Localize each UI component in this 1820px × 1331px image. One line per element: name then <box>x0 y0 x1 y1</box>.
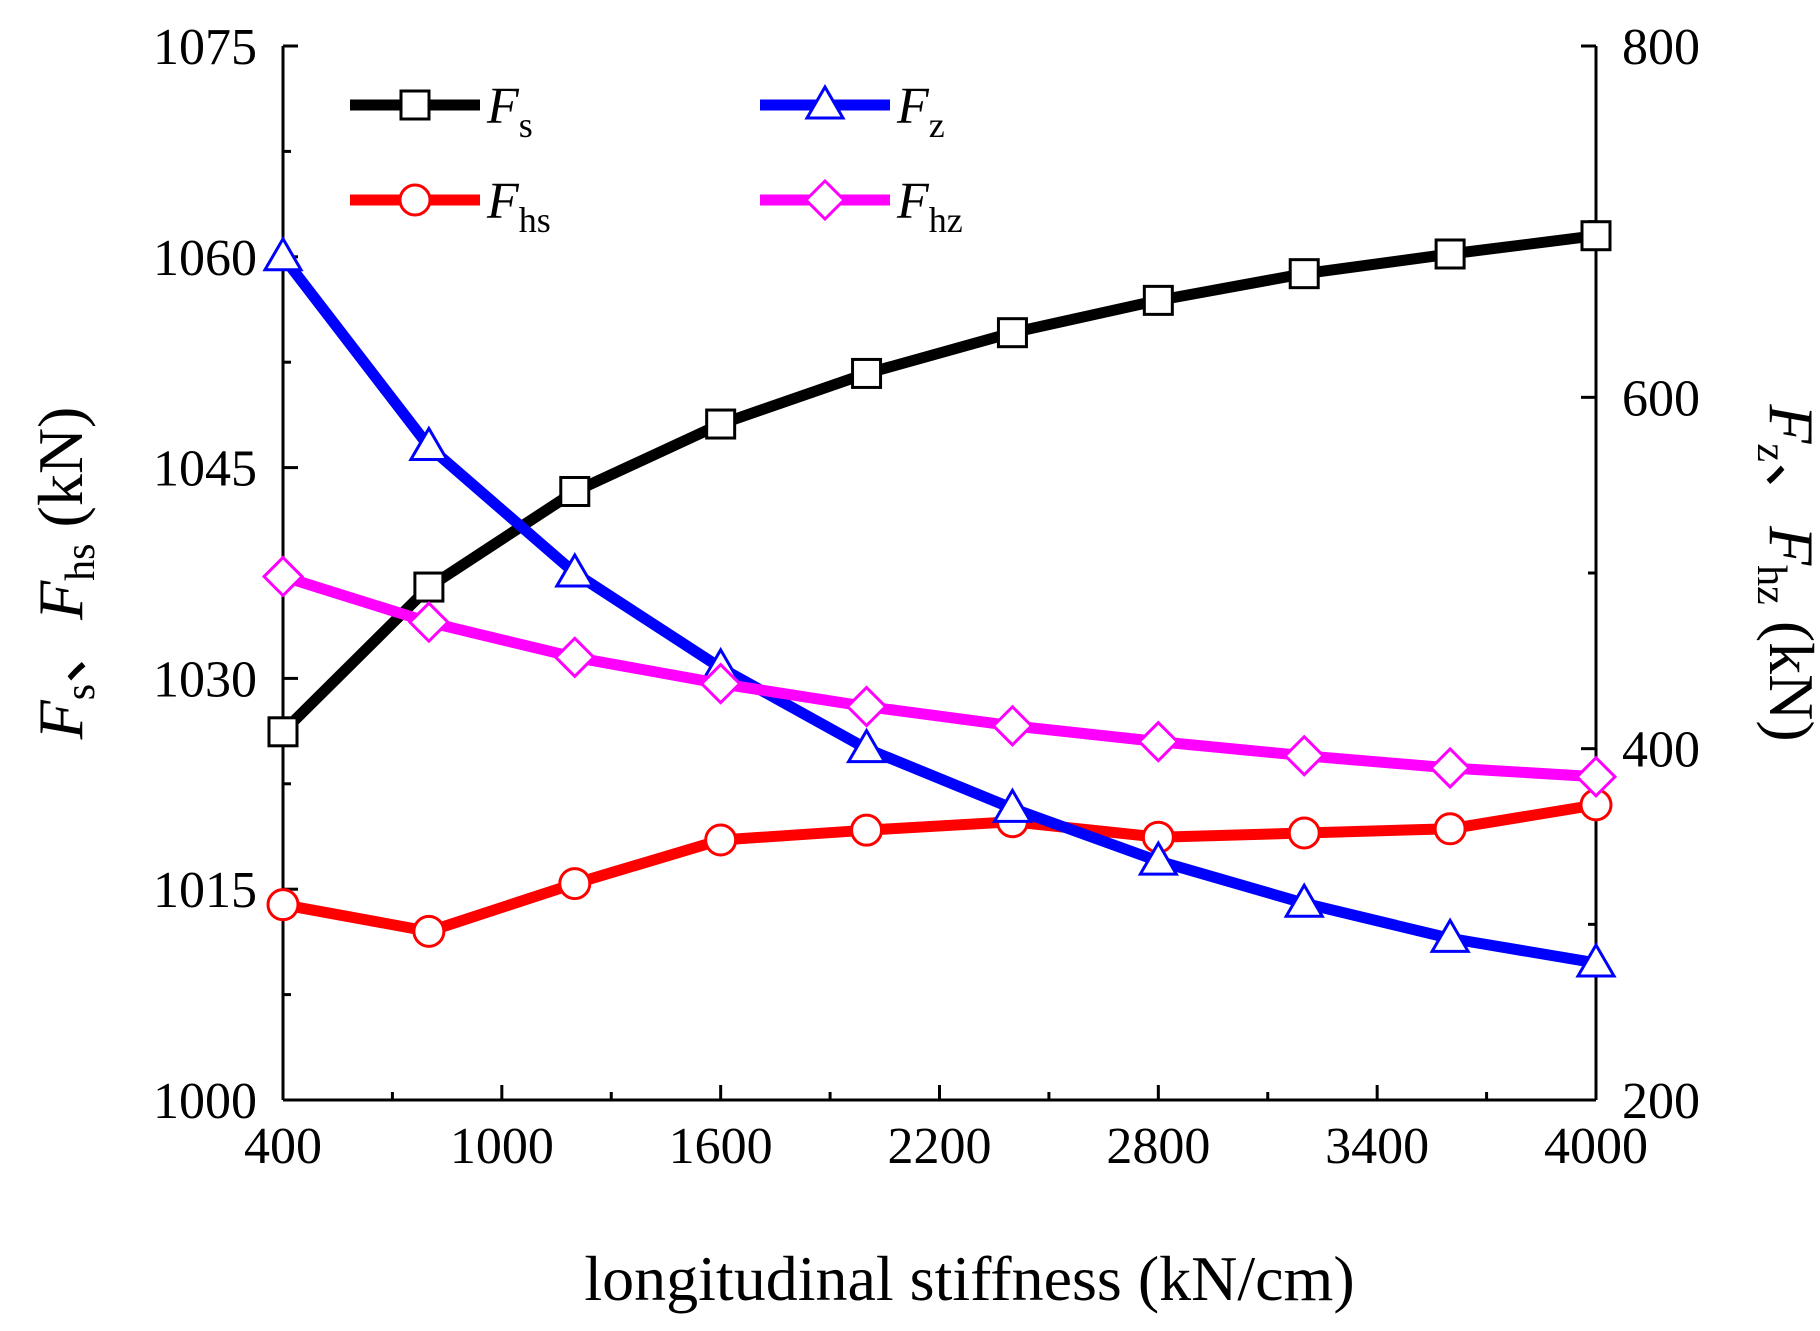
right-y-axis-title: Fz​、Fhz​ (kN) <box>1748 403 1820 741</box>
x-tick-label: 2800 <box>1106 1118 1210 1175</box>
data-point-Fs <box>559 475 591 507</box>
legend-marker-Fhz <box>803 178 847 222</box>
series-layer <box>261 220 1618 978</box>
axes: 400 1000 1600 2200 2800 3400 40001000101510301… <box>25 19 1820 1314</box>
x-tick-label: 2200 <box>888 1118 992 1175</box>
data-point-Fhz <box>407 601 451 644</box>
legend-item-Fs: Fs <box>350 78 533 145</box>
left-y-tick-label: 1030 <box>153 651 257 708</box>
legend-marker-Fhs <box>398 183 432 217</box>
data-point-Fs <box>851 357 883 389</box>
x-tick-label: 3400 <box>1325 1118 1429 1175</box>
data-point-Fs <box>1434 238 1466 270</box>
left-y-axis-title: Fs​、Fhs​ (kN) <box>25 407 104 741</box>
data-point-Fhs <box>412 914 446 948</box>
legend-label-Fz: Fz <box>896 78 945 145</box>
series-line-Fs <box>279 230 1597 736</box>
data-point-Fhz <box>1574 755 1618 798</box>
data-point-Fhz <box>1137 720 1180 763</box>
data-point-Fz <box>1137 840 1179 876</box>
series-line-Fhz <box>281 571 1597 783</box>
left-y-tick-label: 1015 <box>153 862 257 919</box>
data-point-Fz <box>845 727 888 764</box>
data-point-Fhz <box>1283 734 1326 777</box>
data-point-Fz <box>1283 882 1325 918</box>
data-point-Fhz <box>699 662 742 705</box>
legend-item-Fhs: Fhs <box>350 173 551 240</box>
left-y-tick-label: 1045 <box>153 441 257 498</box>
data-point-Fz <box>262 235 304 272</box>
data-point-Fs <box>267 716 299 748</box>
data-point-Fhs <box>558 867 592 901</box>
series-Fhz <box>261 555 1618 798</box>
data-point-Fs <box>996 317 1028 349</box>
left-y-tick-label: 1060 <box>153 230 257 287</box>
data-point-Fhs <box>266 888 300 922</box>
series-line-Fhs <box>282 799 1597 937</box>
legend-marker-Fs <box>399 89 431 121</box>
legend-label-Fs: Fs <box>486 78 533 145</box>
data-point-Fhz <box>553 636 596 679</box>
data-point-Fs <box>413 571 445 603</box>
data-point-Fhs <box>1433 812 1467 846</box>
right-y-tick-label: 200 <box>1622 1073 1700 1130</box>
x-tick-label: 400 <box>244 1118 322 1175</box>
x-tick-label: 1600 <box>669 1118 773 1175</box>
data-point-Fhz <box>1428 746 1472 790</box>
data-point-Fs <box>1288 258 1320 290</box>
left-y-tick-label: 1075 <box>153 19 257 76</box>
data-point-Fhz <box>991 704 1034 747</box>
data-point-Fz <box>1575 941 1617 978</box>
data-point-Fhs <box>704 823 738 857</box>
x-axis-title: longitudinal stiffness (kN/cm) <box>584 1243 1354 1314</box>
data-point-Fz <box>408 425 450 462</box>
legend-item-Fhz: Fhz <box>760 173 963 240</box>
data-point-Fz <box>554 552 596 588</box>
x-tick-label: 1000 <box>450 1118 554 1175</box>
legend-marker-Fz <box>804 84 846 120</box>
legend-label-Fhz: Fhz <box>896 173 963 240</box>
data-point-Fz <box>991 787 1034 823</box>
series-Fs <box>267 220 1612 748</box>
legend-label-Fhs: Fhs <box>486 173 551 240</box>
right-y-tick-label: 400 <box>1622 722 1700 779</box>
legend: Fs Fhs Fz Fhz <box>350 78 963 240</box>
series-Fhs <box>266 788 1613 948</box>
data-point-Fs <box>1142 284 1174 316</box>
data-point-Fhs <box>850 813 884 847</box>
right-y-tick-label: 600 <box>1622 370 1700 427</box>
right-y-tick-label: 800 <box>1622 19 1700 76</box>
data-point-Fhz <box>261 555 305 598</box>
data-point-Fhz <box>845 685 888 728</box>
x-tick-label: 4000 <box>1544 1118 1648 1175</box>
data-point-Fhs <box>1287 816 1321 850</box>
data-point-Fz <box>1429 917 1471 953</box>
left-y-tick-label: 1000 <box>153 1073 257 1130</box>
series-line-Fz <box>278 253 1597 969</box>
data-point-Fs <box>1580 220 1612 252</box>
data-point-Fs <box>705 408 737 440</box>
legend-item-Fz: Fz <box>760 78 945 145</box>
